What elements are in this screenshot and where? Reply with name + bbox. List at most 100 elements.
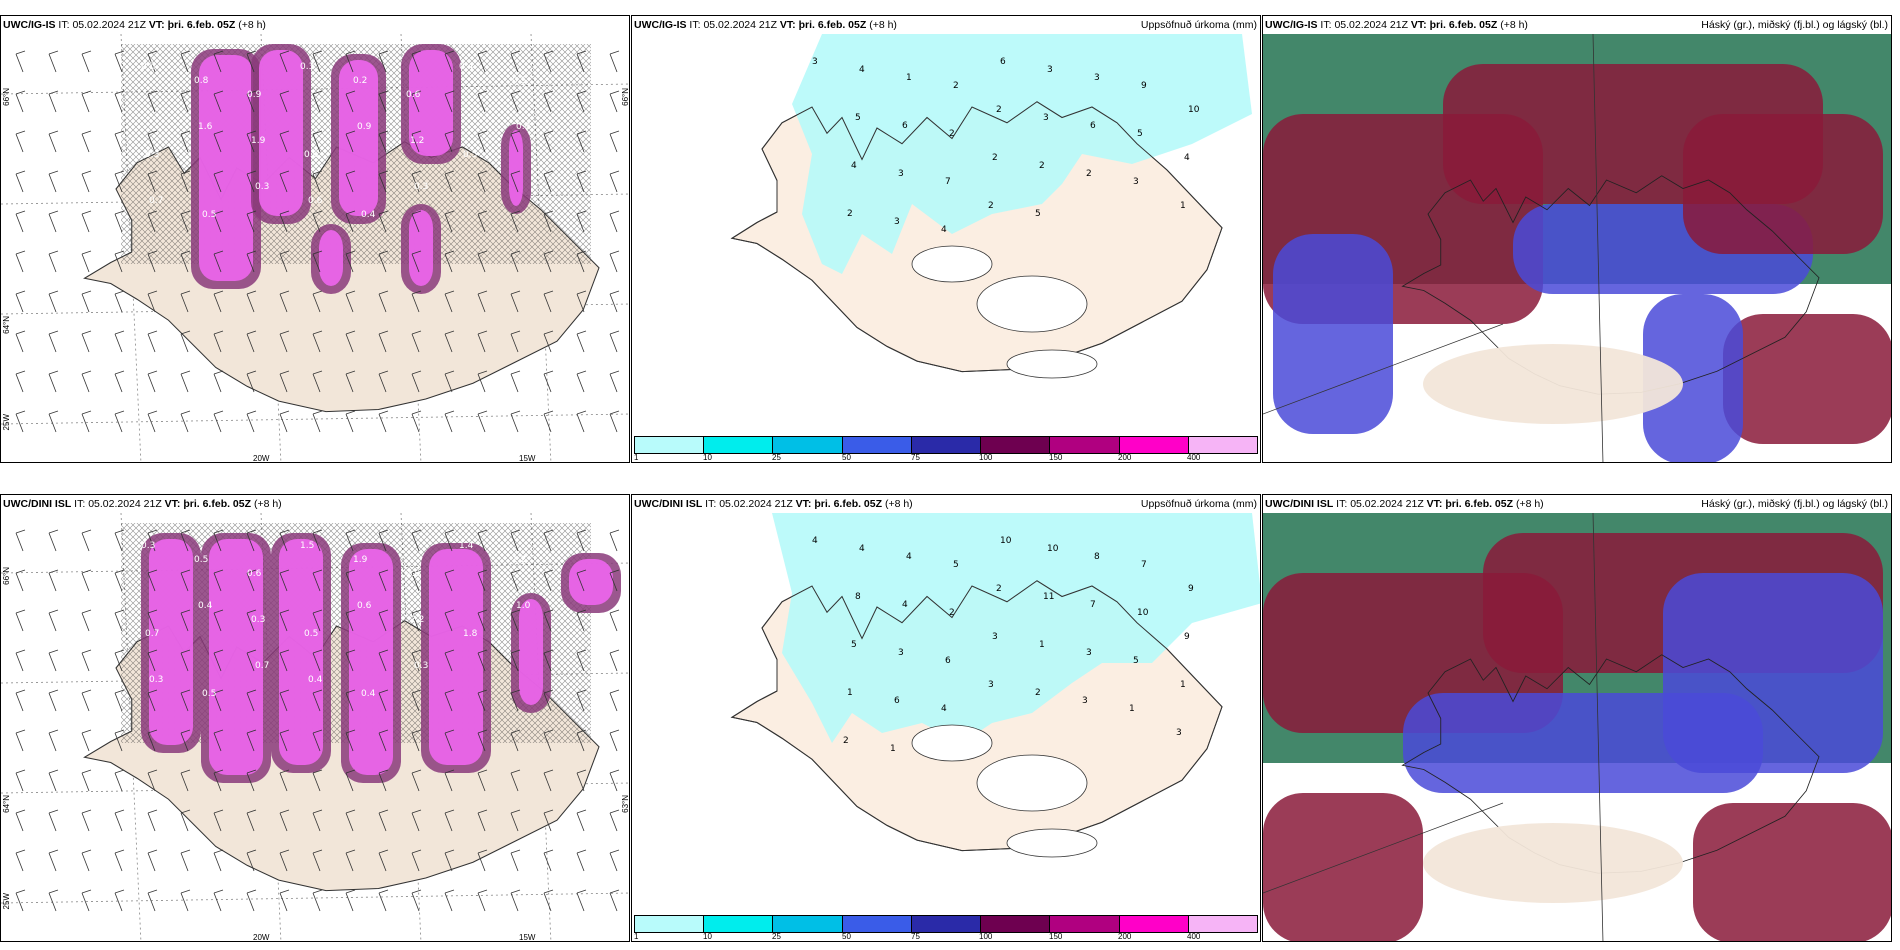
wind-barb: [147, 133, 156, 153]
wind-barb-flag: [114, 370, 125, 375]
wind-barb: [477, 532, 486, 552]
wind-barb: [147, 852, 156, 872]
wind-barb-flag: [48, 649, 59, 654]
wind-barb: [180, 293, 189, 313]
wind-barb-flag: [510, 809, 521, 814]
wind-barb: [213, 852, 222, 872]
wind-barb-flag: [48, 250, 59, 255]
wind-barb-flag: [180, 370, 191, 375]
wind-barb: [477, 812, 486, 832]
wind-barb-flag: [378, 370, 389, 375]
wind-barb-flag: [180, 170, 191, 175]
precip-value-label: 3: [992, 632, 998, 642]
wind-barb-flag: [609, 729, 620, 734]
wind-barb-flag: [147, 849, 158, 854]
wind-barb: [81, 413, 90, 433]
wind-barb: [15, 373, 24, 393]
wind-barb: [345, 572, 354, 592]
wind-barb: [378, 572, 387, 592]
wind-barb-flag: [312, 330, 323, 335]
wind-barb-flag: [81, 50, 92, 55]
wind-barb-flag: [15, 290, 26, 295]
wind-barb-flag: [444, 410, 455, 415]
wind-barb-flag: [147, 250, 158, 255]
wind-barb: [543, 892, 552, 912]
wind-barb: [246, 572, 255, 592]
wind-barb-flag: [411, 689, 422, 694]
wind-barb: [312, 812, 321, 832]
colorbar-cell-4: [842, 916, 912, 932]
wind-barb: [444, 532, 453, 552]
wind-barb: [213, 253, 222, 273]
wind-barb: [279, 732, 288, 752]
glacier: [911, 724, 993, 762]
wind-barb: [609, 652, 618, 672]
wind-barb: [147, 892, 156, 912]
wind-barb-flag: [543, 90, 554, 95]
wind-barb: [48, 532, 57, 552]
wind-barb-flag: [147, 569, 158, 574]
wind-barb-flag: [81, 609, 92, 614]
wind-barb: [48, 812, 57, 832]
precip-map: 3 4 1 2 6 3 3 9 10 5 6 2 2 3 6 5 4 4 3 7 2 2 2 3 1 2 3 4 2 5: [632, 34, 1260, 434]
wind-barb: [213, 333, 222, 353]
panel-header: UWC/IG-IS IT: 05.02.2024 21Z VT: þri. 6.…: [632, 16, 1260, 34]
wind-barb: [378, 612, 387, 632]
wind-barb: [543, 53, 552, 73]
wind-barb-flag: [609, 889, 620, 894]
wind-barb-flag: [609, 649, 620, 654]
wind-barb-flag: [48, 609, 59, 614]
wind-barb-flag: [81, 210, 92, 215]
precip-value-label: 3: [1086, 648, 1092, 658]
wind-barb-flag: [444, 210, 455, 215]
wind-barb-flag: [609, 529, 620, 534]
colorbar-cell-9: [1188, 437, 1257, 453]
wind-barb-flag: [213, 130, 224, 135]
wind-barb: [48, 53, 57, 73]
wind-barb: [180, 572, 189, 592]
colorbar-cell-3: [773, 437, 843, 453]
wind-barb-flag: [114, 50, 125, 55]
precip-area: [792, 34, 1252, 274]
wind-barb-flag: [213, 290, 224, 295]
wind-barb-flag: [378, 50, 389, 55]
wind-barb-flag: [279, 370, 290, 375]
wind-barb-flag: [411, 569, 422, 574]
wind-barb-flag: [444, 170, 455, 175]
wind-barb-flag: [147, 609, 158, 614]
clear-land-area: [1423, 344, 1683, 424]
wind-barb-flag: [81, 90, 92, 95]
wind-barb: [543, 173, 552, 193]
wind-barb: [48, 173, 57, 193]
colorbar-label: 1: [634, 453, 639, 462]
wind-barb: [213, 612, 222, 632]
snow-value-label: 1.9: [353, 555, 368, 565]
glacier: [976, 754, 1088, 812]
wind-barb: [147, 692, 156, 712]
wind-barb-flag: [312, 370, 323, 375]
wind-barb: [279, 133, 288, 153]
wind-barb-flag: [213, 250, 224, 255]
wind-barb: [312, 333, 321, 353]
wind-barb-flag: [312, 569, 323, 574]
wind-barb: [213, 732, 222, 752]
wind-barb-flag: [147, 729, 158, 734]
lon-label-20: 20W: [253, 933, 270, 942]
wind-barb-flag: [510, 170, 521, 175]
wind-barb-flag: [114, 729, 125, 734]
colorbar-cell-3: [773, 916, 843, 932]
wind-barb: [543, 133, 552, 153]
wind-barb: [312, 572, 321, 592]
wind-barb: [444, 253, 453, 273]
wind-barb: [312, 413, 321, 433]
wind-barb-flag: [543, 290, 554, 295]
wind-barb-flag: [246, 849, 257, 854]
wind-barb-flag: [246, 649, 257, 654]
wind-barb: [114, 772, 123, 792]
wind-barb-flag: [312, 729, 323, 734]
wind-barb-flag: [48, 569, 59, 574]
wind-barb-flag: [48, 889, 59, 894]
wind-barb: [576, 413, 585, 433]
iceland-coastline: [1401, 175, 1820, 395]
wind-barb-flag: [114, 529, 125, 534]
